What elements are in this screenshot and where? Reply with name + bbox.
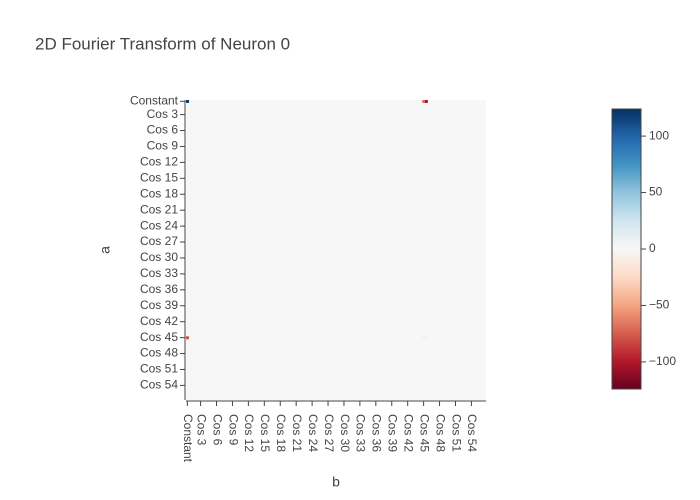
y-tick-label: Cos 54 [140, 378, 178, 392]
x-tick-label: Cos 42 [402, 414, 416, 452]
heatmap-cell [422, 100, 426, 103]
heatmap-cell [424, 336, 428, 340]
x-tick-label: Cos 39 [386, 414, 400, 452]
y-tick-label: Cos 42 [140, 314, 178, 328]
colorbar-tick-label: 0 [649, 241, 656, 255]
x-tick-label: Cos 15 [258, 414, 272, 452]
heatmap-cell [422, 336, 426, 340]
heatmap-cell [302, 216, 306, 220]
x-tick-label: Cos 30 [338, 414, 352, 452]
x-tick-label: Constant [181, 414, 195, 463]
y-tick-label: Constant [130, 93, 179, 107]
x-tick-label: Cos 45 [417, 414, 431, 452]
y-tick-label: Cos 45 [140, 330, 178, 344]
chart-title: 2D Fourier Transform of Neuron 0 [35, 34, 290, 53]
y-tick-label: Cos 9 [147, 139, 179, 153]
x-tick-label: Cos 24 [306, 414, 320, 452]
colorbar [611, 108, 642, 390]
y-tick-label: Cos 15 [140, 170, 178, 184]
colorbar-tick-label: 100 [649, 128, 669, 142]
plot-background [186, 100, 486, 400]
colorbar-tick-label: −100 [649, 354, 676, 368]
x-tick-label: Cos 36 [370, 414, 384, 452]
y-tick-label: Cos 36 [140, 282, 178, 296]
y-tick-label: Cos 24 [140, 218, 178, 232]
y-tick-label: Cos 33 [140, 266, 178, 280]
y-tick-label: Cos 30 [140, 250, 178, 264]
heatmap-cell [186, 100, 189, 103]
x-axis-title: b [332, 474, 340, 490]
heatmap-cell [424, 100, 428, 103]
y-tick-label: Cos 21 [140, 202, 178, 216]
x-tick-label: Cos 12 [242, 414, 256, 452]
colorbar-tick-label: −50 [649, 298, 670, 312]
y-tick-label: Cos 3 [147, 107, 179, 121]
heatmap-cell [186, 336, 189, 340]
x-tick-label: Cos 27 [322, 414, 336, 452]
y-tick-label: Cos 39 [140, 298, 178, 312]
colorbar-tick-label: 50 [649, 185, 663, 199]
x-tick-label: Cos 6 [210, 414, 224, 446]
y-tick-label: Cos 6 [147, 123, 179, 137]
x-tick-label: Cos 33 [354, 414, 368, 452]
heatmap-cell [422, 216, 426, 220]
heatmap-cell [305, 336, 309, 340]
x-tick-label: Cos 18 [274, 414, 288, 452]
y-tick-label: Cos 51 [140, 362, 178, 376]
y-tick-label: Cos 48 [140, 346, 178, 360]
x-tick-label: Cos 48 [433, 414, 447, 452]
y-tick-label: Cos 27 [140, 234, 178, 248]
x-tick-label: Cos 9 [226, 414, 240, 446]
y-axis-title: a [97, 246, 113, 254]
y-tick-label: Cos 12 [140, 155, 178, 169]
x-tick-label: Cos 54 [465, 414, 479, 452]
x-tick-label: Cos 3 [194, 414, 208, 446]
x-tick-label: Cos 21 [290, 414, 304, 452]
x-tick-label: Cos 51 [449, 414, 463, 452]
y-tick-label: Cos 18 [140, 186, 178, 200]
